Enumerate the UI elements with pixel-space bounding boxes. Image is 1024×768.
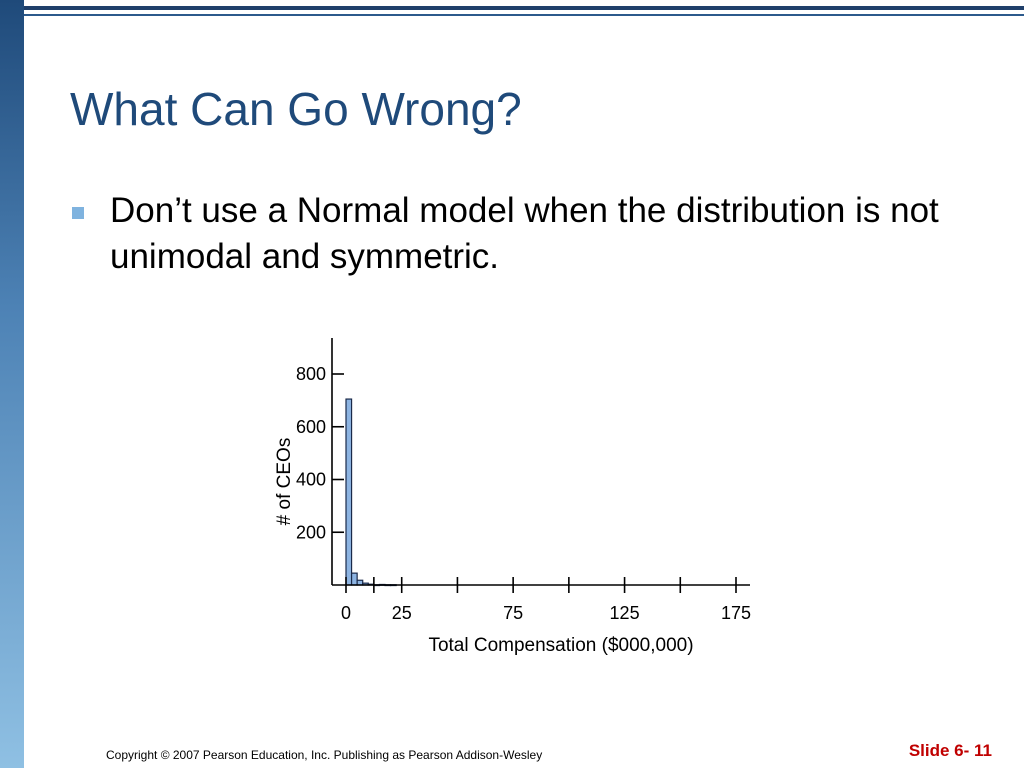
copyright-footer: Copyright © 2007 Pearson Education, Inc.… (106, 748, 543, 762)
bullet-text: Don’t use a Normal model when the distri… (110, 191, 939, 276)
top-rule-thin (24, 14, 1024, 16)
histogram-bar (345, 398, 353, 586)
x-tick-label: 0 (341, 603, 351, 623)
histogram-svg: 200 400 600 800 0 25 75 125 175 Total Compensatio… (274, 338, 751, 656)
x-tick-label: 175 (721, 603, 751, 623)
y-tick-label: 400 (296, 470, 326, 490)
y-tick-label: 800 (296, 364, 326, 384)
y-tick-label: 200 (296, 522, 326, 542)
x-axis-label: Total Compensation ($000,000) (428, 635, 693, 656)
y-tick-label: 600 (296, 417, 326, 437)
y-axis-label: # of CEOs (274, 438, 295, 526)
x-tick-label: 75 (503, 603, 523, 623)
bullet-square-icon (72, 207, 84, 219)
top-rule (24, 6, 1024, 10)
x-tick-label: 125 (610, 603, 640, 623)
histogram-chart: 200 400 600 800 0 25 75 125 175 Total Compensatio… (260, 330, 780, 670)
slide-title: What Can Go Wrong? (70, 83, 522, 135)
histogram-bar (350, 572, 358, 586)
left-accent-bar (0, 0, 24, 768)
slide-number: Slide 6- 11 (908, 741, 992, 760)
x-tick-label: 25 (392, 603, 412, 623)
